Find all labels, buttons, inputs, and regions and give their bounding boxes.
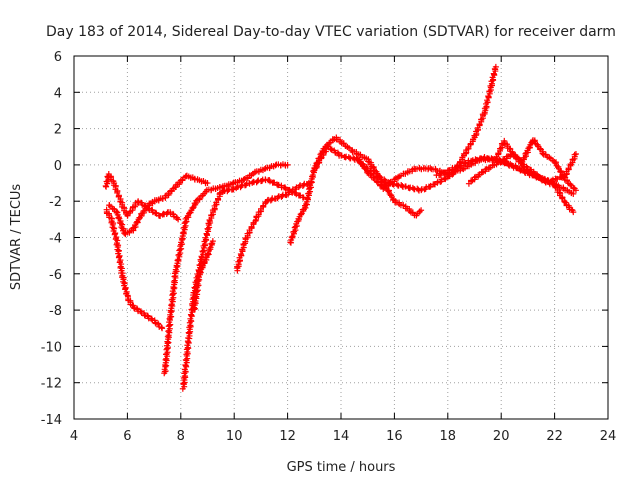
data-point: [462, 160, 469, 167]
data-point: [492, 63, 499, 70]
data-point: [115, 214, 122, 221]
data-point: [364, 169, 371, 176]
x-tick-label: 22: [546, 429, 563, 444]
data-point: [204, 180, 211, 187]
data-point: [570, 209, 577, 216]
data-point: [361, 165, 368, 172]
series-track-6: [191, 238, 216, 313]
y-tick-label: 4: [54, 86, 62, 101]
data-point: [169, 210, 176, 217]
series-track-9: [311, 63, 499, 194]
data-point: [506, 145, 513, 152]
data-series: [102, 63, 579, 392]
data-point: [513, 164, 520, 171]
data-point: [217, 189, 224, 196]
grid: [74, 56, 608, 419]
x-tick-label: 6: [123, 429, 131, 444]
data-point: [515, 155, 522, 162]
data-point: [365, 158, 372, 165]
data-point: [474, 156, 481, 163]
data-point: [194, 280, 201, 287]
x-tick-label: 10: [226, 429, 243, 444]
data-point: [288, 234, 295, 241]
x-tick-label: 20: [493, 429, 510, 444]
data-point: [266, 177, 273, 184]
y-tick-label: -8: [49, 304, 62, 319]
y-tick-label: -12: [41, 377, 62, 392]
chart-title: Day 183 of 2014, Sidereal Day-to-day VTE…: [46, 24, 616, 40]
x-axis-label: GPS time / hours: [287, 460, 396, 475]
data-point: [304, 195, 311, 202]
y-tick-label: 2: [54, 123, 62, 138]
series-track-8: [287, 134, 425, 246]
data-point: [338, 152, 345, 159]
data-point: [272, 162, 279, 169]
data-point: [258, 177, 265, 184]
x-tick-label: 12: [279, 429, 296, 444]
data-point: [175, 216, 182, 223]
data-point: [252, 218, 259, 225]
data-point: [373, 178, 380, 185]
data-point: [246, 180, 253, 187]
data-point: [129, 225, 136, 232]
y-tick-label: -2: [49, 195, 62, 210]
data-point: [189, 204, 196, 211]
data-point: [174, 257, 181, 264]
data-point: [117, 264, 124, 271]
data-point: [427, 183, 434, 190]
series-track-4: [161, 161, 291, 377]
data-point: [288, 189, 295, 196]
data-point: [353, 155, 360, 162]
series-track-2: [106, 172, 211, 238]
x-tick-label: 24: [600, 429, 617, 444]
x-tick-label: 16: [386, 429, 403, 444]
data-point: [266, 178, 273, 185]
series-track-13: [493, 137, 577, 216]
series-track-7: [234, 180, 312, 274]
y-axis-label: SDTVAR / TECUs: [9, 184, 24, 291]
data-point: [572, 187, 579, 194]
x-tick-label: 14: [333, 429, 350, 444]
y-tick-label: -4: [49, 232, 62, 247]
data-point: [570, 190, 577, 197]
y-tick-label: 6: [54, 50, 62, 65]
x-tick-label: 8: [177, 429, 185, 444]
data-point: [453, 163, 460, 170]
y-tick-label: 0: [54, 159, 62, 174]
data-point: [182, 356, 189, 363]
series-track-3: [102, 171, 182, 223]
y-tick-label: -10: [41, 340, 62, 355]
y-tick-label: -6: [49, 268, 62, 283]
y-tick-label: -14: [41, 413, 62, 428]
data-point: [437, 170, 444, 177]
data-point: [518, 160, 525, 167]
data-point: [418, 207, 425, 214]
data-point: [327, 145, 334, 152]
data-point: [180, 380, 187, 387]
data-point: [446, 167, 453, 174]
data-point: [402, 183, 409, 190]
data-point: [168, 302, 175, 309]
data-point: [209, 238, 216, 245]
x-tick-label: 4: [70, 429, 78, 444]
data-point: [159, 325, 166, 332]
data-point: [162, 356, 169, 363]
data-point: [297, 211, 304, 218]
series-track-1: [103, 206, 166, 332]
data-point: [179, 230, 186, 237]
data-point: [230, 186, 237, 193]
data-point: [571, 151, 578, 158]
data-point: [572, 151, 579, 158]
data-point: [481, 153, 488, 160]
data-point: [539, 150, 546, 157]
data-point: [284, 161, 291, 168]
x-tick-label: 18: [440, 429, 457, 444]
data-point: [185, 329, 192, 336]
